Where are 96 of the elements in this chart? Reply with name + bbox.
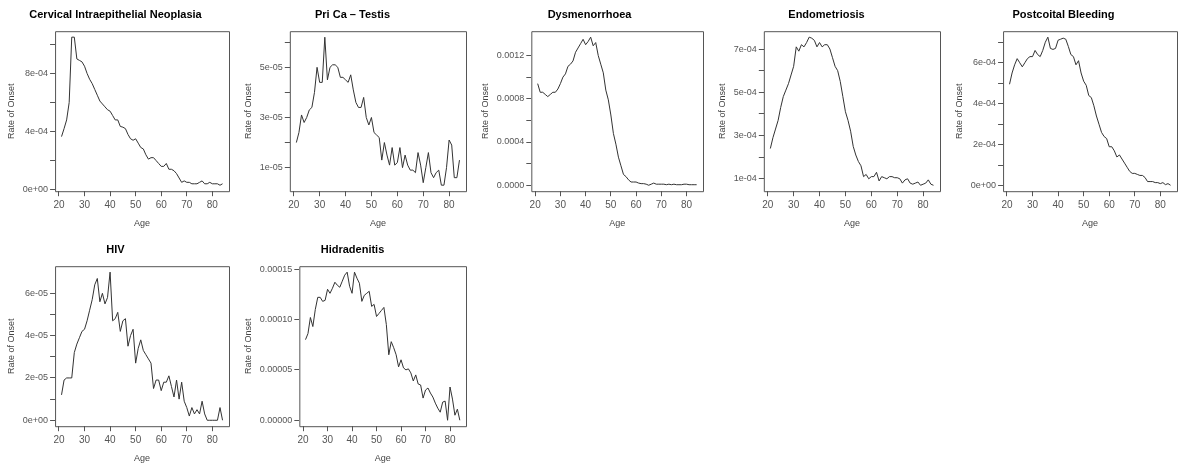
x-tick-label: 60: [155, 198, 168, 210]
x-tick-label: 20: [1001, 198, 1013, 210]
x-tick-label: 60: [395, 433, 408, 445]
x-tick-label: 40: [1052, 198, 1065, 210]
x-tick-label: 80: [206, 198, 219, 210]
x-tick-label: 80: [680, 198, 693, 210]
y-tick-label: 1e-04: [733, 173, 757, 184]
x-axis-title: Age: [609, 218, 626, 229]
x-tick-label: 70: [181, 433, 193, 445]
y-tick-label: 1e-05: [259, 162, 283, 173]
x-tick-label: 50: [605, 198, 617, 210]
x-tick-label: 50: [370, 433, 383, 445]
x-tick-label: 50: [1078, 198, 1090, 210]
x-tick-label: 70: [417, 198, 430, 210]
x-tick-label: 60: [630, 198, 643, 210]
chart-title: HIV: [106, 242, 126, 255]
x-tick-label: 20: [297, 433, 310, 445]
x-tick-label: 80: [444, 433, 457, 445]
y-tick-label: 5e-04: [733, 86, 757, 97]
x-tick-label: 60: [1103, 198, 1116, 210]
x-tick-label: 80: [917, 198, 930, 210]
chart-title: Endometriosis: [788, 7, 865, 20]
y-tick-label: 0.0000: [496, 179, 525, 190]
y-tick-label: 6e-05: [25, 287, 49, 298]
x-tick-label: 30: [78, 433, 91, 445]
x-tick-label: 40: [813, 198, 826, 210]
y-axis-title: Rate of Onset: [5, 317, 16, 374]
x-tick-label: 40: [104, 198, 117, 210]
chart-title: Cervical Intraepithelial Neoplasia: [29, 7, 203, 20]
chart-title: Postcoital Bleeding: [1012, 7, 1115, 20]
y-tick-label: 0.00000: [259, 414, 293, 425]
x-tick-label: 80: [1154, 198, 1167, 210]
y-tick-label: 0e+00: [22, 184, 49, 195]
y-tick-label: 3e-05: [259, 111, 283, 122]
y-tick-label: 0e+00: [22, 414, 49, 425]
x-tick-label: 50: [839, 198, 852, 210]
x-tick-label: 40: [104, 433, 117, 445]
y-tick-label: 0.0008: [496, 93, 525, 104]
y-tick-label: 2e-05: [25, 372, 49, 383]
x-tick-label: 80: [443, 198, 456, 210]
y-tick-label: 0e+00: [970, 180, 997, 191]
x-tick-label: 30: [314, 198, 326, 210]
x-tick-label: 30: [78, 198, 91, 210]
x-tick-label: 40: [339, 198, 352, 210]
x-tick-label: 30: [321, 433, 334, 445]
y-axis-title: Rate of Onset: [242, 317, 253, 374]
y-tick-label: 4e-04: [973, 98, 997, 109]
x-tick-label: 60: [865, 198, 878, 210]
chart-title: Dysmenorrhoea: [547, 7, 633, 20]
y-tick-label: 2e-04: [973, 139, 997, 150]
x-tick-label: 40: [580, 198, 592, 210]
x-tick-label: 70: [419, 433, 432, 445]
x-axis-title: Age: [374, 453, 391, 464]
y-axis-title: Rate of Onset: [479, 82, 490, 139]
x-axis-title: Age: [134, 218, 151, 229]
x-tick-label: 70: [891, 198, 904, 210]
x-tick-label: 20: [288, 198, 300, 210]
y-tick-label: 0.00005: [259, 364, 293, 375]
y-axis-title: Rate of Onset: [953, 82, 964, 139]
x-tick-label: 60: [155, 433, 168, 445]
x-tick-label: 50: [130, 198, 142, 210]
x-tick-label: 20: [529, 198, 542, 210]
x-axis-title: Age: [134, 453, 151, 464]
y-tick-label: 0.00015: [259, 263, 293, 274]
x-tick-label: 60: [391, 198, 404, 210]
x-axis-title: Age: [1082, 218, 1099, 229]
x-tick-label: 20: [762, 198, 774, 210]
y-tick-label: 4e-05: [25, 330, 49, 341]
x-axis-title: Age: [843, 218, 860, 229]
x-tick-label: 30: [554, 198, 567, 210]
y-tick-label: 3e-04: [733, 130, 757, 141]
x-axis-title: Age: [369, 218, 386, 229]
y-tick-label: 0.0012: [496, 50, 525, 61]
y-tick-label: 7e-04: [733, 43, 757, 54]
x-tick-label: 30: [1026, 198, 1039, 210]
x-tick-label: 70: [1129, 198, 1141, 210]
x-tick-label: 70: [655, 198, 668, 210]
y-axis-title: Rate of Onset: [242, 82, 253, 139]
y-axis-title: Rate of Onset: [5, 82, 16, 139]
y-tick-label: 5e-05: [259, 61, 283, 72]
x-tick-label: 20: [53, 198, 65, 210]
y-tick-label: 6e-04: [973, 57, 997, 68]
x-tick-label: 40: [346, 433, 359, 445]
y-tick-label: 4e-04: [25, 126, 49, 137]
y-tick-label: 0.0004: [496, 136, 525, 147]
y-axis-title: Rate of Onset: [716, 82, 727, 139]
y-tick-label: 0.00010: [259, 313, 293, 324]
x-tick-label: 20: [53, 433, 65, 445]
x-tick-label: 50: [365, 198, 378, 210]
x-tick-label: 80: [206, 433, 219, 445]
y-tick-label: 8e-04: [25, 67, 49, 78]
x-tick-label: 70: [181, 198, 193, 210]
x-tick-label: 50: [130, 433, 142, 445]
chart-title: Hidradenitis: [320, 242, 385, 255]
chart-title: Pri Ca – Testis: [315, 7, 390, 20]
x-tick-label: 30: [788, 198, 800, 210]
